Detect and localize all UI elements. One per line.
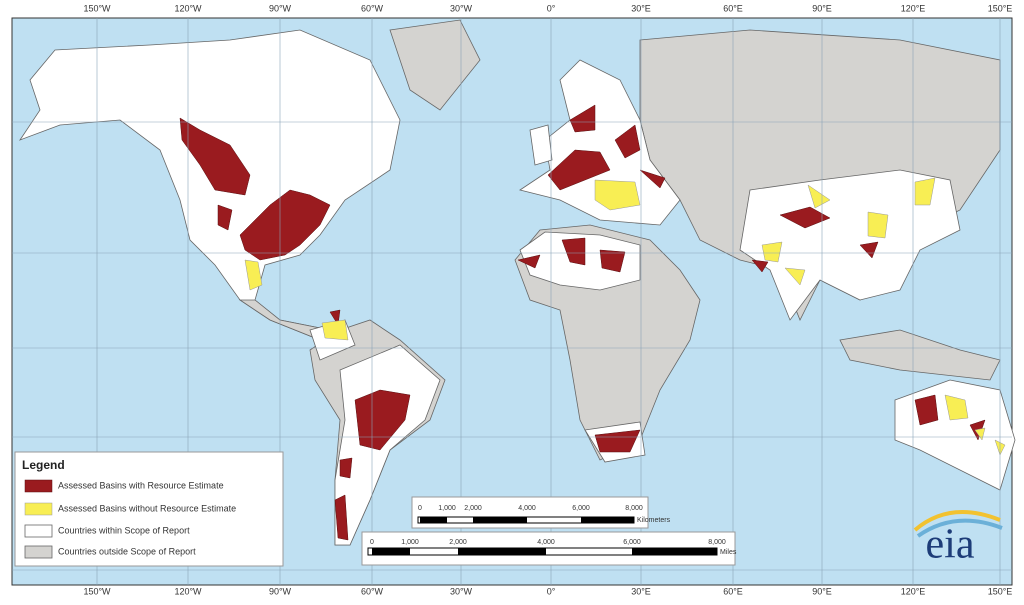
scale-tick-label: 2,000: [449, 539, 467, 546]
scale-tick-label: 4,000: [537, 539, 555, 546]
scale-tick-label: 0: [418, 505, 422, 512]
scale-segment: [581, 517, 634, 523]
logo-swoosh: [913, 510, 1001, 532]
legend-label: Countries outside Scope of Report: [58, 546, 196, 556]
scale-segment: [458, 548, 546, 555]
scale-tick-label: 6,000: [623, 539, 641, 546]
legend-label: Assessed Basins with Resource Estimate: [58, 480, 224, 490]
scale-ticks: 0 1,000 2,000 4,000 6,000 8,000: [370, 539, 726, 555]
longitude-label: 0°: [547, 586, 556, 596]
longitude-label: 150°E: [988, 586, 1013, 596]
legend-swatch: [24, 545, 53, 559]
legend-swatch: [24, 524, 53, 538]
longitude-label: 90°E: [812, 586, 832, 596]
logo-swoosh: [916, 518, 1003, 538]
legend-title: Legend: [22, 458, 65, 472]
scale-km: 0 1,000 2,000 4,000 6,000 8,000 Kilometers: [411, 496, 671, 529]
longitude-label: 120°W: [174, 3, 202, 13]
longitude-label: 60°W: [361, 586, 384, 596]
scale-segment: [473, 517, 527, 523]
legend-label: Assessed Basins without Resource Estimat…: [58, 503, 236, 513]
longitude-label: 60°W: [361, 3, 384, 13]
basins-no-estimate: [244, 177, 1006, 456]
longitude-label: 0°: [547, 3, 556, 13]
legend: Legend Assessed Basins with Resource Est…: [14, 451, 284, 567]
longitude-label: 120°E: [901, 586, 926, 596]
longitude-label: 90°E: [812, 3, 832, 13]
longitude-label: 120°W: [174, 586, 202, 596]
scale-ticks: 0 1,000 2,000 4,000 6,000 8,000: [418, 505, 643, 523]
scale-tick-label: 8,000: [625, 505, 643, 512]
legend-label: Countries within Scope of Report: [58, 525, 190, 535]
longitude-label: 30°E: [631, 3, 651, 13]
scale-unit: Kilometers: [637, 517, 671, 524]
scale-unit: Miles: [720, 549, 737, 556]
scale-tick-label: 1,000: [401, 539, 419, 546]
scale-segment: [372, 548, 410, 555]
longitude-label: 60°E: [723, 586, 743, 596]
scale-tick-label: 8,000: [708, 539, 726, 546]
longitude-label: 150°E: [988, 3, 1013, 13]
longitude-label: 150°W: [83, 3, 111, 13]
longitude-label: 90°W: [269, 586, 292, 596]
scale-segment: [632, 548, 717, 555]
scale-tick-label: 1,000: [438, 505, 456, 512]
longitude-label: 90°W: [269, 3, 292, 13]
longitude-label: 30°E: [631, 586, 651, 596]
scale-tick-label: 2,000: [464, 505, 482, 512]
longitude-label: 30°W: [450, 586, 473, 596]
logo-text: eia: [926, 522, 975, 568]
longitude-label: 150°W: [83, 586, 111, 596]
longitude-label: 60°E: [723, 3, 743, 13]
legend-swatch: [24, 479, 53, 493]
scale-tick-label: 0: [370, 539, 374, 546]
legend-box: [14, 451, 284, 567]
scale-segment: [420, 517, 447, 523]
scale-tick-label: 6,000: [572, 505, 590, 512]
logo: eia: [913, 510, 1003, 568]
longitude-label: 30°W: [450, 3, 473, 13]
longitude-labels: 150°W 150°W 120°W 120°W 90°W 90°W 60°W 60°W 30°W…: [83, 3, 1012, 596]
basins: [179, 104, 986, 541]
longitude-label: 120°E: [901, 3, 926, 13]
legend-swatch: [24, 502, 53, 516]
scale-tick-label: 4,000: [518, 505, 536, 512]
scale-miles: 0 1,000 2,000 4,000 6,000 8,000 Miles: [361, 531, 737, 566]
